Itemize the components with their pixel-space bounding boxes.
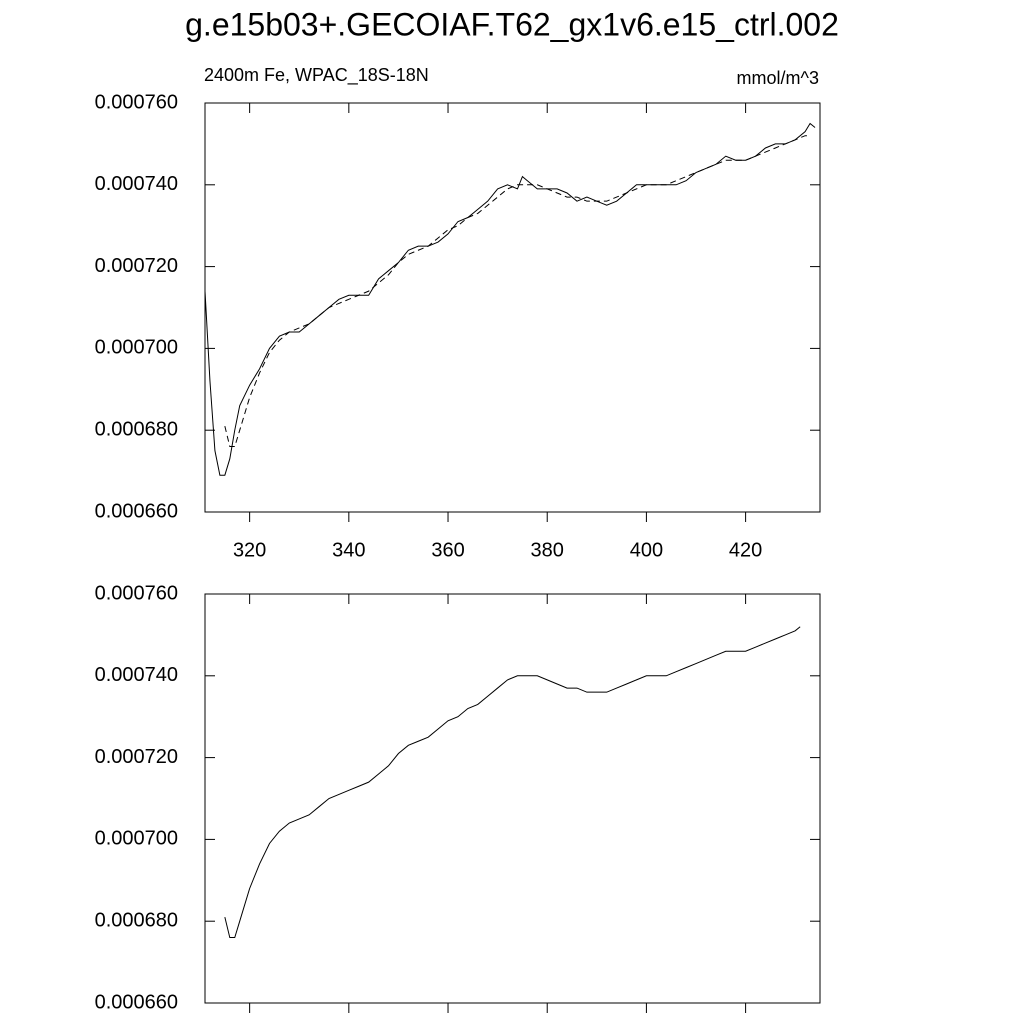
series-line xyxy=(204,122,816,476)
x-tick-label: 380 xyxy=(531,539,564,561)
y-tick-label: 0.000740 xyxy=(95,664,178,686)
x-tick-label: 420 xyxy=(729,539,762,561)
subtitle: 2400m Fe, WPAC_18S-18N xyxy=(204,65,429,86)
y-tick-label: 0.000740 xyxy=(95,173,178,195)
unit-label: mmol/m^3 xyxy=(737,68,819,88)
y-tick-label: 0.000660 xyxy=(95,991,178,1013)
y-tick-label: 0.000680 xyxy=(95,909,178,931)
y-tick-label: 0.000760 xyxy=(95,582,178,604)
chart-title: g.e15b03+.GECOIAF.T62_gx1v6.e15_ctrl.002 xyxy=(185,6,839,42)
plot-frame xyxy=(204,102,821,513)
plot-frame xyxy=(204,593,821,1004)
y-tick-label: 0.000720 xyxy=(95,746,178,768)
x-tick-label: 360 xyxy=(431,539,464,561)
y-tick-label: 0.000700 xyxy=(95,828,178,850)
y-tick-label: 0.000760 xyxy=(95,91,178,113)
x-tick-label: 340 xyxy=(332,539,365,561)
x-tick-label: 320 xyxy=(233,539,266,561)
y-tick-label: 0.000680 xyxy=(95,418,178,440)
x-tick-label: 400 xyxy=(630,539,663,561)
series-line xyxy=(224,626,801,939)
series-line xyxy=(224,135,811,448)
y-tick-label: 0.000700 xyxy=(95,337,178,359)
y-tick-label: 0.000720 xyxy=(95,255,178,277)
y-tick-label: 0.000660 xyxy=(95,500,178,522)
